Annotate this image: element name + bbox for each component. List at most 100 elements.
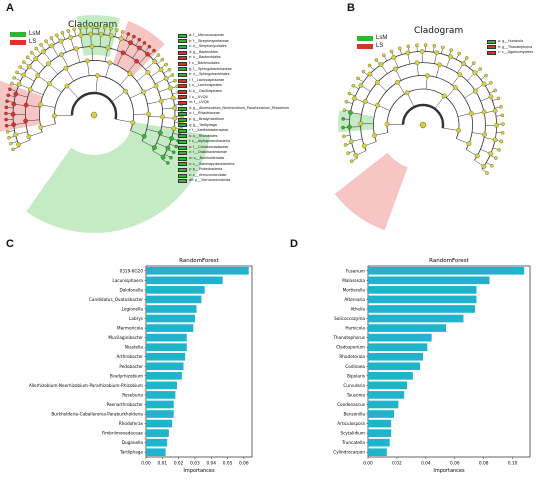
panel-b-node — [375, 102, 380, 108]
panel-a-node — [167, 67, 172, 72]
panel-d-axes-frame — [367, 265, 531, 458]
panel-d-bar-6 — [368, 324, 447, 332]
panel-d-xtick-label-0: 0.00 — [363, 461, 373, 467]
panel-a-taxon-6: g: f__Sphingobacteriaceae — [178, 67, 289, 73]
panel-c-bar-0 — [146, 266, 249, 275]
panel-a-node — [34, 46, 39, 51]
taxon-swatch — [178, 123, 187, 128]
panel-b-node — [342, 134, 346, 139]
taxon-swatch — [178, 39, 187, 44]
panel-c-ytick-label-18: Duganella — [122, 440, 144, 445]
taxon-label: r: f__Xanthobacteraceae — [189, 128, 229, 133]
panel-a-node — [172, 105, 178, 111]
panel-c-xlabel: Importances — [183, 468, 215, 474]
panel-a-node — [16, 81, 22, 87]
panel-a-taxon-10: k: o__Oscillospirales — [178, 89, 289, 95]
panel-a-node — [11, 122, 16, 127]
panel-b-node — [342, 108, 347, 112]
panel-a-node — [142, 41, 147, 45]
panel-a-node — [78, 32, 83, 38]
panel-a-arc — [24, 46, 163, 151]
panel-c-bar-18 — [146, 438, 168, 447]
panel-a-node — [5, 130, 10, 134]
panel-a-node — [9, 141, 13, 146]
panel-d-ytick-label-7: Thanatephorus — [332, 335, 365, 340]
panel-d-bar-4 — [368, 305, 476, 313]
panel-c-bar-chart: RandomForest 0319-6G20 Lacunisphaera Dokdon… — [29, 258, 253, 474]
panel-d-ytick-label-2: Mortierella — [343, 287, 366, 292]
panel-b-node — [492, 137, 498, 143]
panel-c-ytick-label-5: Labrys — [129, 316, 143, 321]
panel-c-xtick-label-2: 0.02 — [174, 461, 184, 467]
panel-a-node — [147, 44, 152, 49]
panel-b-node — [351, 84, 356, 88]
panel-b-node — [358, 83, 364, 88]
panel-d-bar-2 — [368, 286, 477, 294]
panel-c-ytick-label-11: Bradyrhizobium — [110, 373, 143, 378]
panel-d-ytick-label-12: Curvularia — [343, 383, 365, 388]
taxon-swatch — [178, 145, 187, 150]
panel-d-bar-12 — [368, 381, 408, 390]
panel-a-node — [163, 76, 169, 81]
panel-c-ytick-label-7: Mucilaginibacter — [108, 335, 143, 340]
panel-d-ytick-label-13: Tausonia — [346, 392, 366, 397]
panel-a-node — [64, 83, 70, 89]
panel-b-node — [494, 122, 499, 128]
panel-a-node — [10, 112, 16, 117]
legend-label-lsm: LsM — [29, 31, 41, 37]
taxon-swatch — [178, 151, 187, 156]
panel-d-ytick-label-14: Condenascus — [337, 402, 365, 407]
panel-c-ytick-label-8: Niastella — [125, 345, 144, 350]
panel-b-node — [448, 54, 453, 60]
panel-d-ytick-label-11: Bipolaris — [347, 373, 365, 378]
panel-b-arc — [401, 103, 445, 129]
panel-b-node — [414, 60, 420, 66]
panel-a-node — [11, 101, 17, 107]
panel-b-node — [453, 85, 458, 90]
panel-a-branch — [40, 123, 56, 128]
panel-c-xtick-label-5: 0.05 — [223, 461, 233, 467]
panel-d-bar-10 — [368, 362, 421, 371]
panel-c-ytick-label-13: Roseburia — [122, 392, 143, 397]
panel-d-ytick-label-3: Alternaria — [344, 297, 365, 302]
panel-a-arc — [39, 60, 149, 142]
panel-a-taxon-24: y: p__Proteobacteria — [178, 167, 289, 173]
taxon-swatch — [178, 112, 187, 117]
panel-b-node — [346, 151, 350, 155]
panel-a-node — [152, 145, 157, 150]
panel-a-node — [6, 93, 11, 97]
taxon-swatch — [178, 168, 187, 173]
panel-a-title: Cladogram — [68, 20, 118, 30]
taxon-label: p: g__Bradyrhizobium — [189, 116, 224, 121]
panel-a-node — [78, 26, 82, 30]
taxon-label: y: p__Proteobacteria — [189, 167, 223, 172]
panel-a-node — [160, 154, 166, 160]
panel-a-node — [38, 102, 43, 107]
panel-a-node — [23, 102, 29, 108]
taxon-swatch — [178, 179, 187, 184]
panel-c-bar-1 — [146, 276, 223, 285]
taxon-label: h: o__Sphingobacteriales — [189, 72, 230, 77]
panel-a-node — [157, 130, 163, 136]
panel-a-taxon-0: a: f__Micrococcaceae — [178, 33, 289, 39]
panel-b-arc — [349, 51, 497, 170]
panel-b-node — [473, 88, 478, 94]
panel-d-bar-0 — [368, 266, 525, 275]
taxon-label: o: f__Rhizobiaceae — [189, 111, 220, 116]
panel-b-node — [496, 96, 501, 101]
legend-swatch-ls — [357, 43, 373, 49]
panel-a-node — [141, 133, 147, 139]
panel-a-node — [170, 95, 176, 101]
panel-b-node — [472, 70, 478, 76]
panel-a-node — [167, 85, 173, 91]
panel-c-xtick-label-0: 0.00 — [141, 461, 151, 467]
panel-b-node — [419, 49, 425, 54]
panel-b-node — [500, 113, 505, 118]
panel-b-node — [456, 128, 461, 133]
panel-b-node — [374, 58, 379, 62]
panel-a-node — [165, 145, 171, 151]
panel-c-bar-12 — [146, 381, 177, 390]
panel-a-node — [4, 105, 9, 110]
panel-a-node — [137, 37, 142, 42]
panel-b-node — [501, 122, 505, 126]
